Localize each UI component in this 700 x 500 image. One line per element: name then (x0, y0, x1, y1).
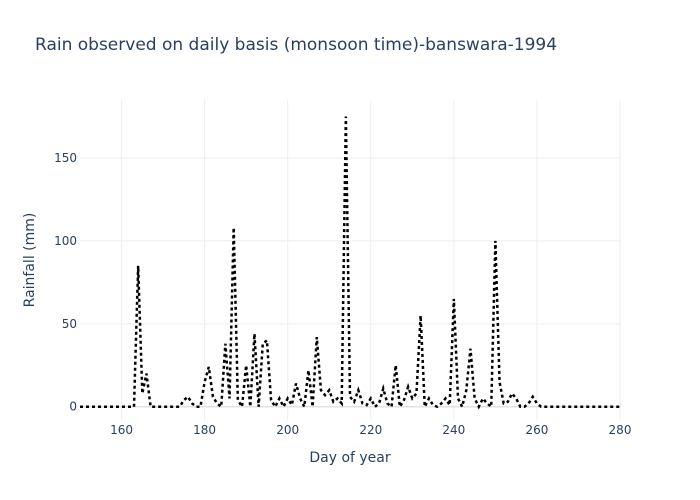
x-tick-label: 160 (110, 423, 133, 437)
y-tick-label: 100 (54, 234, 77, 248)
x-axis-ticks: 160 180 200 220 240 260 280 (110, 423, 631, 437)
chart-title: Rain observed on daily basis (monsoon ti… (35, 35, 557, 55)
grid (80, 100, 621, 420)
x-tick-label: 280 (609, 423, 632, 437)
x-axis-title: Day of year (309, 450, 391, 466)
y-axis-title: Rainfall (mm) (22, 213, 38, 308)
rainfall-series-line (80, 116, 620, 412)
x-tick-label: 180 (193, 423, 216, 437)
y-tick-label: 50 (62, 317, 77, 331)
y-tick-label: 0 (69, 400, 77, 414)
x-tick-label: 220 (359, 423, 382, 437)
x-tick-label: 200 (276, 423, 299, 437)
y-axis-ticks: 0 50 100 150 (54, 151, 77, 414)
y-tick-label: 150 (54, 151, 77, 165)
x-tick-label: 240 (442, 423, 465, 437)
x-tick-label: 260 (525, 423, 548, 437)
